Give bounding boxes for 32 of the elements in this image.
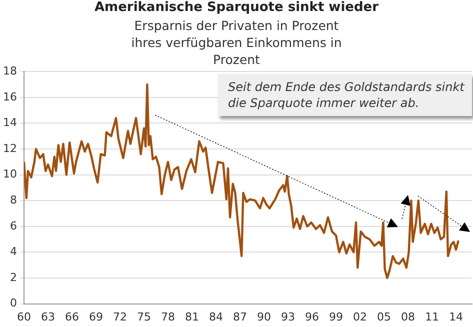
x-tick-label: 66 <box>64 310 79 324</box>
x-tick-label: 05 <box>377 310 391 324</box>
y-tick-label: 14 <box>2 116 17 130</box>
x-tick-label: 14 <box>449 310 463 324</box>
y-tick-label: 4 <box>10 245 17 258</box>
x-tick-label: 93 <box>281 310 295 324</box>
chart-title: Amerikanische Sparquote sinkt wieder <box>93 0 380 15</box>
y-tick-label: 10 <box>2 168 17 181</box>
y-tick-label: 6 <box>10 219 17 232</box>
x-tick-label: 11 <box>425 310 439 324</box>
x-tick-label: 87 <box>233 310 247 324</box>
y-tick-label: 12 <box>2 142 17 155</box>
x-tick-label: 63 <box>40 310 55 324</box>
x-tick-label: 81 <box>185 310 199 324</box>
x-tick-label: 08 <box>401 310 415 324</box>
x-tick-label: 99 <box>329 310 343 324</box>
x-tick-label: 75 <box>137 310 151 324</box>
y-tick-label: 16 <box>2 90 17 104</box>
chart-subtitle: Ersparnis der Privaten in Prozent ihres verfügbaren Einkommens in Prozent <box>130 17 343 68</box>
x-tick-label: 90 <box>257 310 271 324</box>
x-tick-label: 02 <box>353 310 367 324</box>
x-tick-label: 78 <box>161 310 175 324</box>
x-tick-label: 60 <box>16 310 31 324</box>
y-tick-label: 18 <box>2 64 17 78</box>
y-tick-label: 0 <box>10 296 17 310</box>
x-tick-label: 96 <box>305 310 319 324</box>
x-tick-label: 72 <box>113 310 127 324</box>
annotation: Seit dem Ende des Goldstandards sinkt die Sparquote immer weiter ab. <box>218 74 472 116</box>
x-tick-label: 84 <box>209 310 223 324</box>
y-tick-label: 8 <box>10 193 17 206</box>
x-tick-label: 69 <box>89 310 103 324</box>
y-tick-label: 2 <box>10 270 17 284</box>
